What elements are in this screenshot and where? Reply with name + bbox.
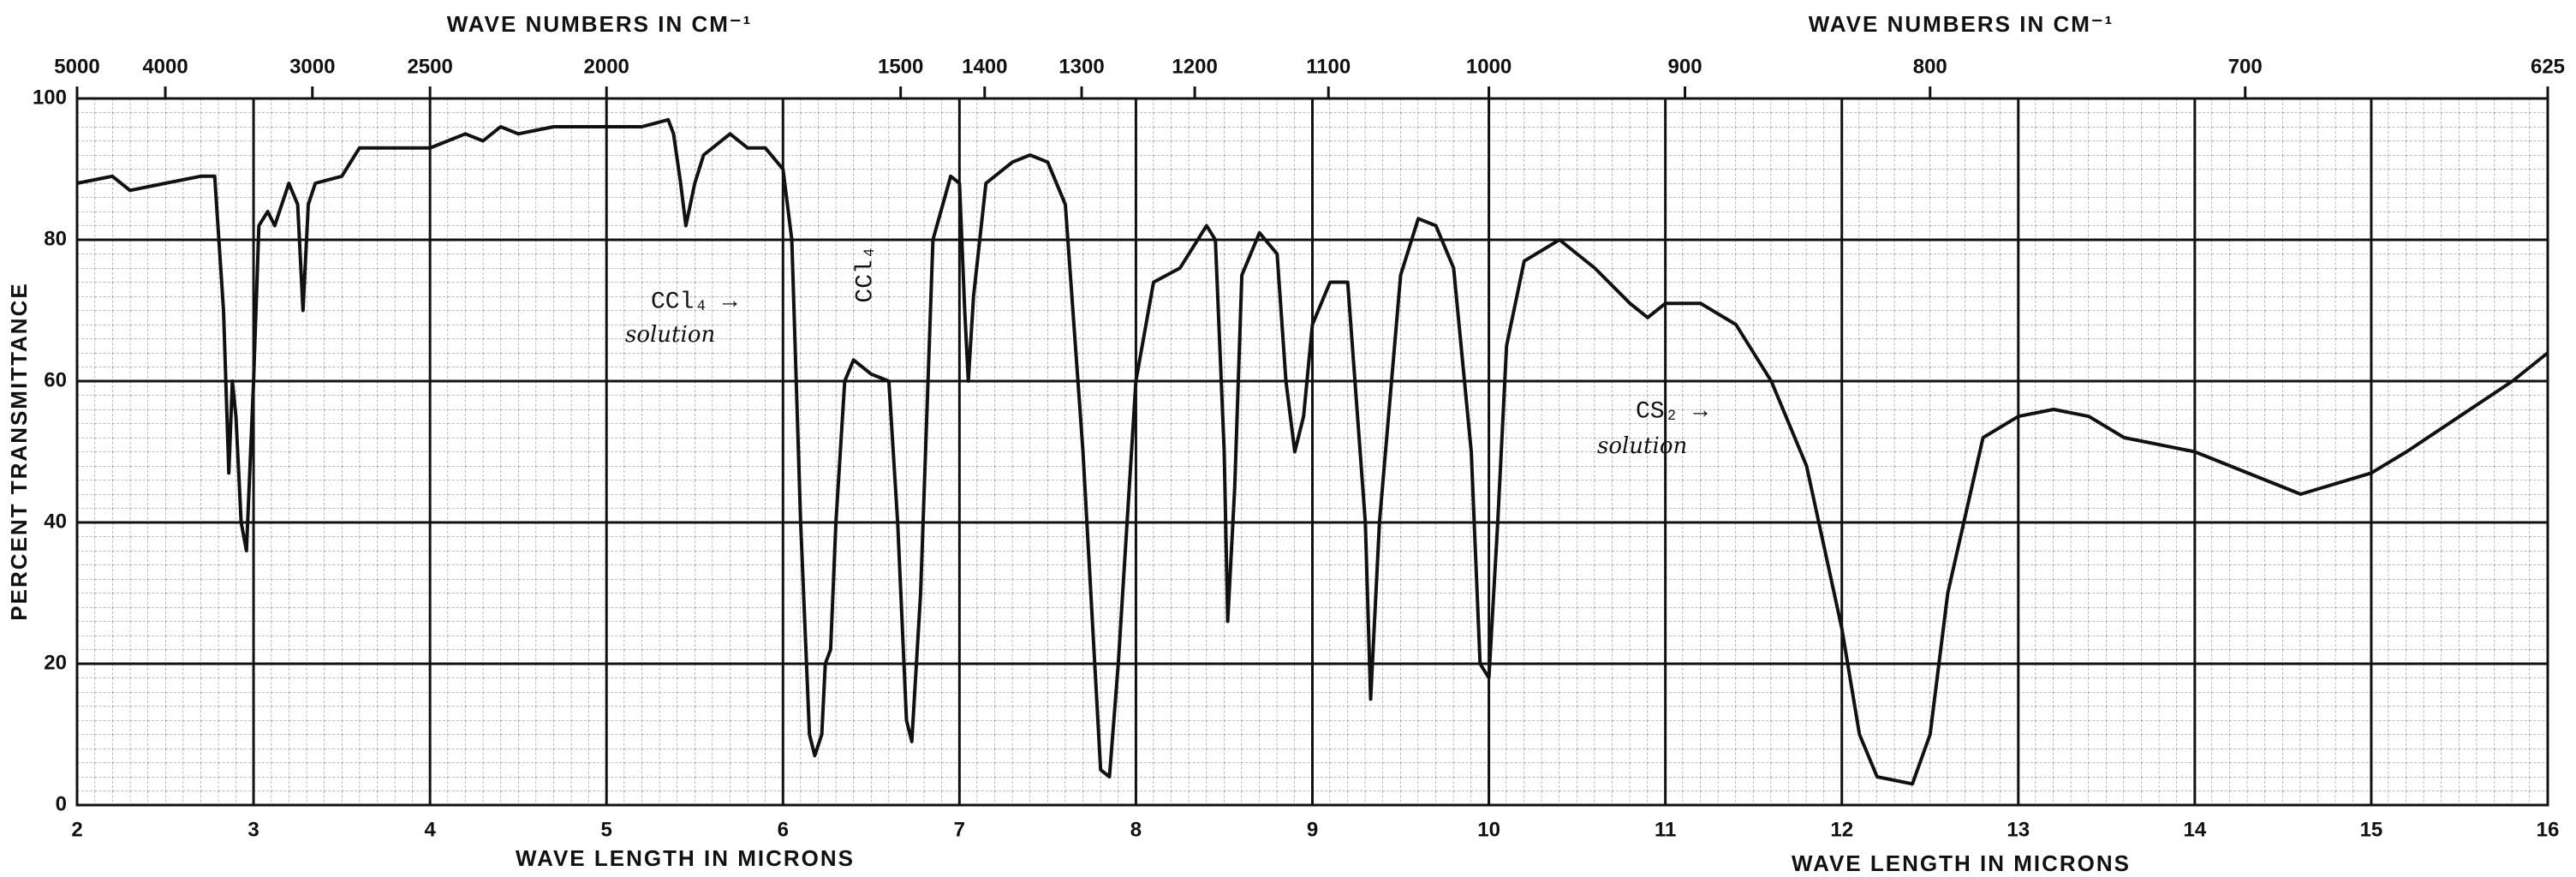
annotation: solution (1597, 433, 1687, 459)
x2-tick-label: 2000 (584, 55, 629, 78)
x2-tick-label: 625 (2531, 55, 2565, 78)
plot-frame (75, 97, 2549, 807)
annotation: CS₂ → (1636, 398, 1708, 425)
y-tick-label: 0 (56, 792, 67, 815)
y-tick-label: 40 (44, 510, 67, 533)
y-tick-label: 60 (44, 368, 67, 391)
x-tick-label: 13 (2007, 818, 2030, 841)
x2-tick-label: 5000 (54, 55, 99, 78)
x-tick-label: 11 (1655, 818, 1676, 841)
x-axis-label: WAVE LENGTH IN MICRONS (516, 845, 855, 871)
y-tick-label: 20 (44, 651, 67, 674)
x2-tick-label: 1200 (1172, 55, 1217, 78)
marks (76, 117, 2549, 786)
x2-tick-label: 2500 (407, 55, 452, 78)
x-tick-label: 12 (1830, 818, 1853, 841)
x-axis-label: WAVE LENGTH IN MICRONS (1792, 850, 2131, 876)
x-tick-label: 4 (424, 818, 436, 841)
x-tick-label: 16 (2537, 818, 2560, 841)
grid (75, 87, 2549, 807)
x2-tick-label: 1500 (878, 55, 923, 78)
x2-tick-label: 800 (1913, 55, 1947, 78)
x2-tick-label: 700 (2228, 55, 2263, 78)
x-tick-label: 5 (601, 818, 612, 841)
x-tick-label: 6 (778, 818, 789, 841)
x-tick-label: 14 (2184, 818, 2207, 841)
x2-tick-label: 900 (1668, 55, 1702, 78)
x2-tick-label: 3000 (289, 55, 335, 78)
x2-tick-label: 1300 (1058, 55, 1104, 78)
x2-tick-label: 4000 (142, 55, 188, 78)
x2-axis-label: WAVE NUMBERS IN CM⁻¹ (1809, 11, 2114, 37)
y-tick-label: 80 (44, 227, 67, 250)
annotation: CCl₄ (852, 245, 879, 302)
y-tick-label: 100 (33, 86, 67, 109)
x-tick-label: 8 (1130, 818, 1142, 841)
x2-tick-label: 1400 (962, 55, 1007, 78)
x-tick-label: 10 (1477, 818, 1500, 841)
annotation: solution (625, 322, 715, 348)
x-tick-label: 3 (247, 818, 259, 841)
x-tick-label: 9 (1307, 818, 1318, 841)
annotation: CCl₄ → (651, 289, 737, 315)
y-axis-label: PERCENT TRANSMITTANCE (6, 282, 32, 620)
x2-axis-label: WAVE NUMBERS IN CM⁻¹ (447, 11, 753, 37)
x2-tick-label: 1000 (1466, 55, 1512, 78)
x-tick-label: 2 (71, 818, 82, 841)
spectrum-line (76, 117, 2549, 786)
x-tick-label: 15 (2360, 818, 2383, 841)
x2-tick-label: 1100 (1306, 55, 1351, 78)
x-tick-label: 7 (954, 818, 965, 841)
